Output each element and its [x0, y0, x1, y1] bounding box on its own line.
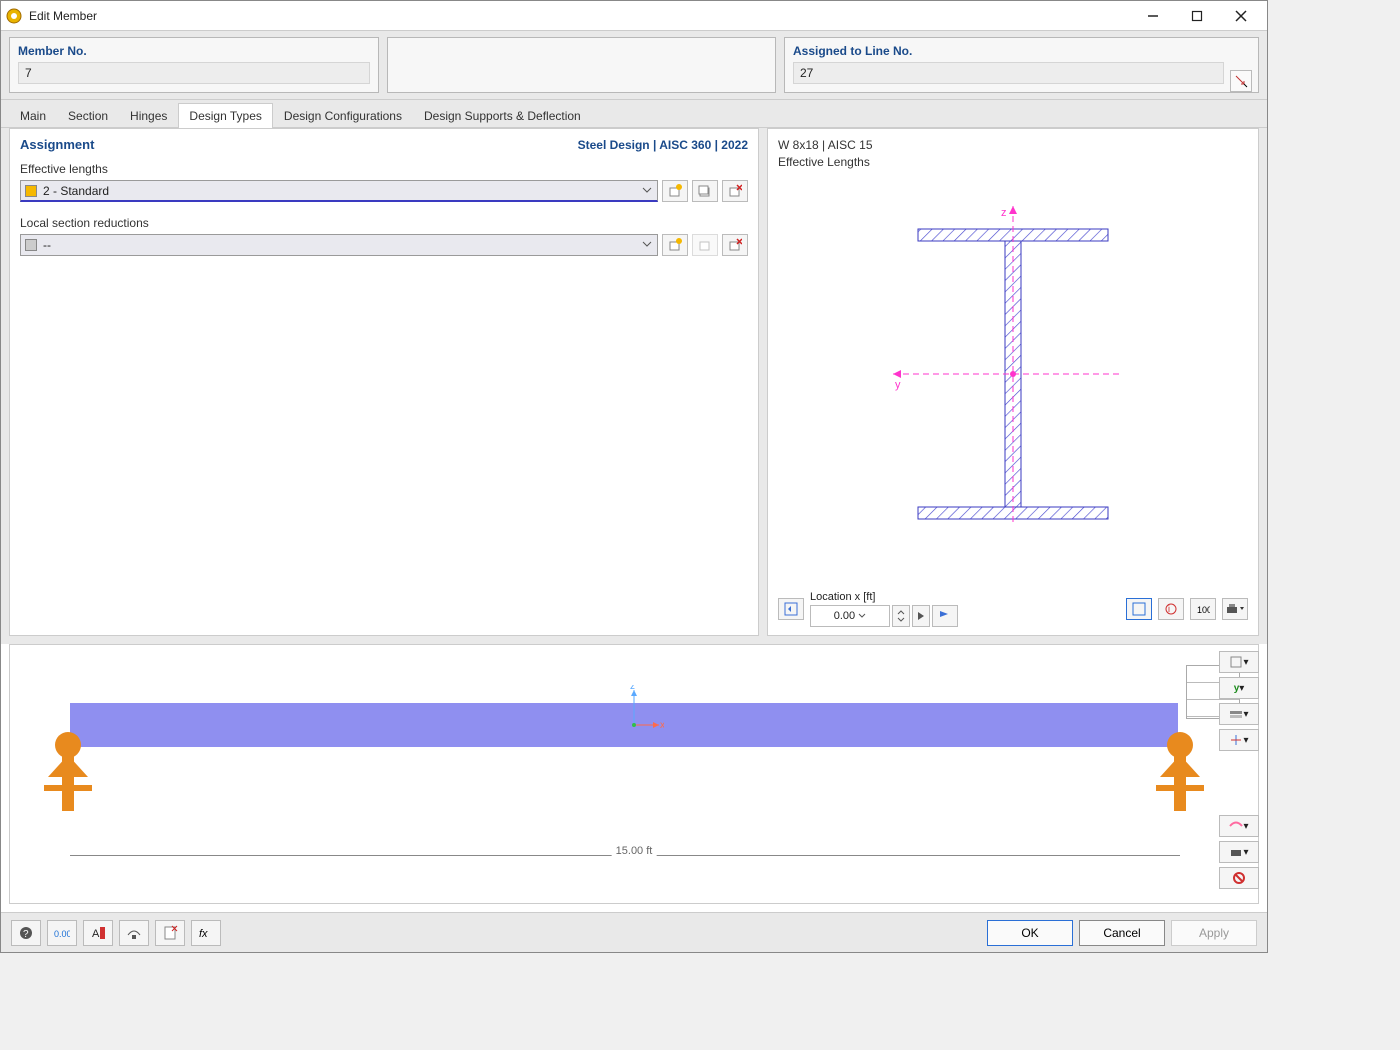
- support-right-icon: [1152, 731, 1208, 813]
- tab-bar: Main Section Hinges Design Types Design …: [1, 100, 1267, 128]
- close-button[interactable]: [1219, 2, 1263, 30]
- units-button[interactable]: 0.00: [47, 920, 77, 946]
- year-link[interactable]: 2022: [721, 138, 748, 152]
- effective-lengths-label: Effective lengths: [20, 162, 748, 176]
- edit-effective-length-button[interactable]: [692, 180, 718, 202]
- section-preview-panel: W 8x18 | AISC 15 Effective Lengths: [767, 128, 1259, 636]
- svg-text:x: x: [660, 720, 664, 731]
- dimension-text: 15.00 ft: [612, 845, 657, 857]
- svg-text:fx: fx: [199, 928, 208, 940]
- local-section-reductions-value: --: [43, 238, 51, 252]
- preview-reset-button[interactable]: [1219, 867, 1259, 889]
- member-no-box: Member No. 7: [9, 37, 379, 93]
- ok-button[interactable]: OK: [987, 920, 1073, 946]
- cross-section-svg: y z: [883, 194, 1143, 534]
- delete-lsr-button[interactable]: [722, 234, 748, 256]
- local-section-reductions-label: Local section reductions: [20, 216, 748, 230]
- chevron-down-icon: [1239, 606, 1245, 612]
- design-link[interactable]: Steel Design: [578, 138, 650, 152]
- svg-text:A: A: [92, 928, 100, 940]
- effective-lengths-combo[interactable]: 2 - Standard: [20, 180, 658, 202]
- svg-text:z': z': [630, 685, 637, 692]
- svg-text:?: ?: [23, 929, 29, 940]
- section-dimensions-button[interactable]: 100: [1190, 598, 1216, 620]
- header-row: Member No. 7 Assigned to Line No. 27: [1, 31, 1267, 100]
- titlebar: Edit Member: [1, 1, 1267, 31]
- cancel-button[interactable]: Cancel: [1079, 920, 1165, 946]
- location-step-button[interactable]: [892, 605, 910, 627]
- location-play-button[interactable]: [912, 605, 930, 627]
- section-view-1-button[interactable]: [1126, 598, 1152, 620]
- section-controls: Location x [ft] 0.00 i 100: [778, 591, 1248, 627]
- svg-text:100: 100: [1197, 605, 1210, 615]
- tab-section[interactable]: Section: [57, 103, 119, 128]
- code-link[interactable]: AISC 360: [659, 138, 711, 152]
- delete-effective-length-button[interactable]: [722, 180, 748, 202]
- tab-hinges[interactable]: Hinges: [119, 103, 178, 128]
- effective-lengths-value: 2 - Standard: [43, 184, 109, 198]
- cross-section-canvas: y z: [778, 177, 1248, 585]
- minimize-button[interactable]: [1131, 2, 1175, 30]
- preview-layers-button[interactable]: ▾: [1219, 703, 1259, 725]
- preview-axis: z' x: [604, 685, 664, 735]
- preview-axis-button[interactable]: y▾: [1219, 677, 1259, 699]
- member-no-label: Member No.: [18, 44, 370, 58]
- section-name: W 8x18 | AISC 15 Effective Lengths: [778, 137, 1248, 171]
- tab-design-configurations[interactable]: Design Configurations: [273, 103, 413, 128]
- edit-lsr-button[interactable]: [692, 234, 718, 256]
- window-title: Edit Member: [29, 9, 1131, 23]
- tab-design-types[interactable]: Design Types: [178, 103, 273, 128]
- preview-origin-button[interactable]: ▾: [1219, 729, 1259, 751]
- app-icon: [5, 7, 23, 25]
- new-lsr-button[interactable]: [662, 234, 688, 256]
- tab-design-supports[interactable]: Design Supports & Deflection: [413, 103, 592, 128]
- svg-text:z: z: [1001, 207, 1007, 219]
- clipboard-button[interactable]: [155, 920, 185, 946]
- assigned-line-label: Assigned to Line No.: [793, 44, 1250, 58]
- section-print-button[interactable]: [1222, 598, 1248, 620]
- preview-cube-button[interactable]: ▾: [1219, 651, 1259, 673]
- swatch-icon: [25, 185, 37, 197]
- member-preview: z' x 15.00 ft: [9, 644, 1259, 904]
- assigned-line-value[interactable]: 27: [793, 62, 1224, 84]
- section-view-2-button[interactable]: i: [1158, 598, 1184, 620]
- chevron-down-icon: [858, 612, 866, 620]
- support-left-icon: [40, 731, 96, 813]
- assignment-title: Assignment: [20, 137, 94, 152]
- new-effective-length-button[interactable]: [662, 180, 688, 202]
- preview-print-button[interactable]: ▾: [1219, 841, 1259, 863]
- apply-button[interactable]: Apply: [1171, 920, 1257, 946]
- chevron-down-icon: [641, 238, 653, 250]
- preview-deform-button[interactable]: ▾: [1219, 815, 1259, 837]
- member-no-value[interactable]: 7: [18, 62, 370, 84]
- chevron-down-icon: [641, 184, 653, 196]
- header-spacer: [387, 37, 776, 93]
- svg-text:y: y: [895, 379, 901, 391]
- location-label: Location x [ft]: [810, 591, 958, 603]
- assignment-panel: Assignment Steel Design | AISC 360 | 202…: [9, 128, 759, 636]
- svg-text:0.00: 0.00: [54, 929, 70, 939]
- local-section-reductions-combo[interactable]: --: [20, 234, 658, 256]
- pick-line-button[interactable]: [1230, 70, 1252, 92]
- location-value[interactable]: 0.00: [810, 605, 890, 627]
- bottom-bar: ? 0.00 A fx OK Cancel Apply: [1, 912, 1267, 952]
- section-refresh-button[interactable]: [778, 598, 804, 620]
- design-code-label: Steel Design | AISC 360 | 2022: [578, 138, 748, 152]
- maximize-button[interactable]: [1175, 2, 1219, 30]
- swatch-icon: [25, 239, 37, 251]
- location-flag-button[interactable]: [932, 605, 958, 627]
- fx-button[interactable]: fx: [191, 920, 221, 946]
- display-button[interactable]: [119, 920, 149, 946]
- preview-toolbar: ▾ y▾ ▾ ▾ ▾ ▾: [1219, 651, 1259, 889]
- font-button[interactable]: A: [83, 920, 113, 946]
- tab-main[interactable]: Main: [9, 103, 57, 128]
- help-button[interactable]: ?: [11, 920, 41, 946]
- svg-text:i: i: [1168, 604, 1170, 614]
- assigned-line-box: Assigned to Line No. 27: [784, 37, 1259, 93]
